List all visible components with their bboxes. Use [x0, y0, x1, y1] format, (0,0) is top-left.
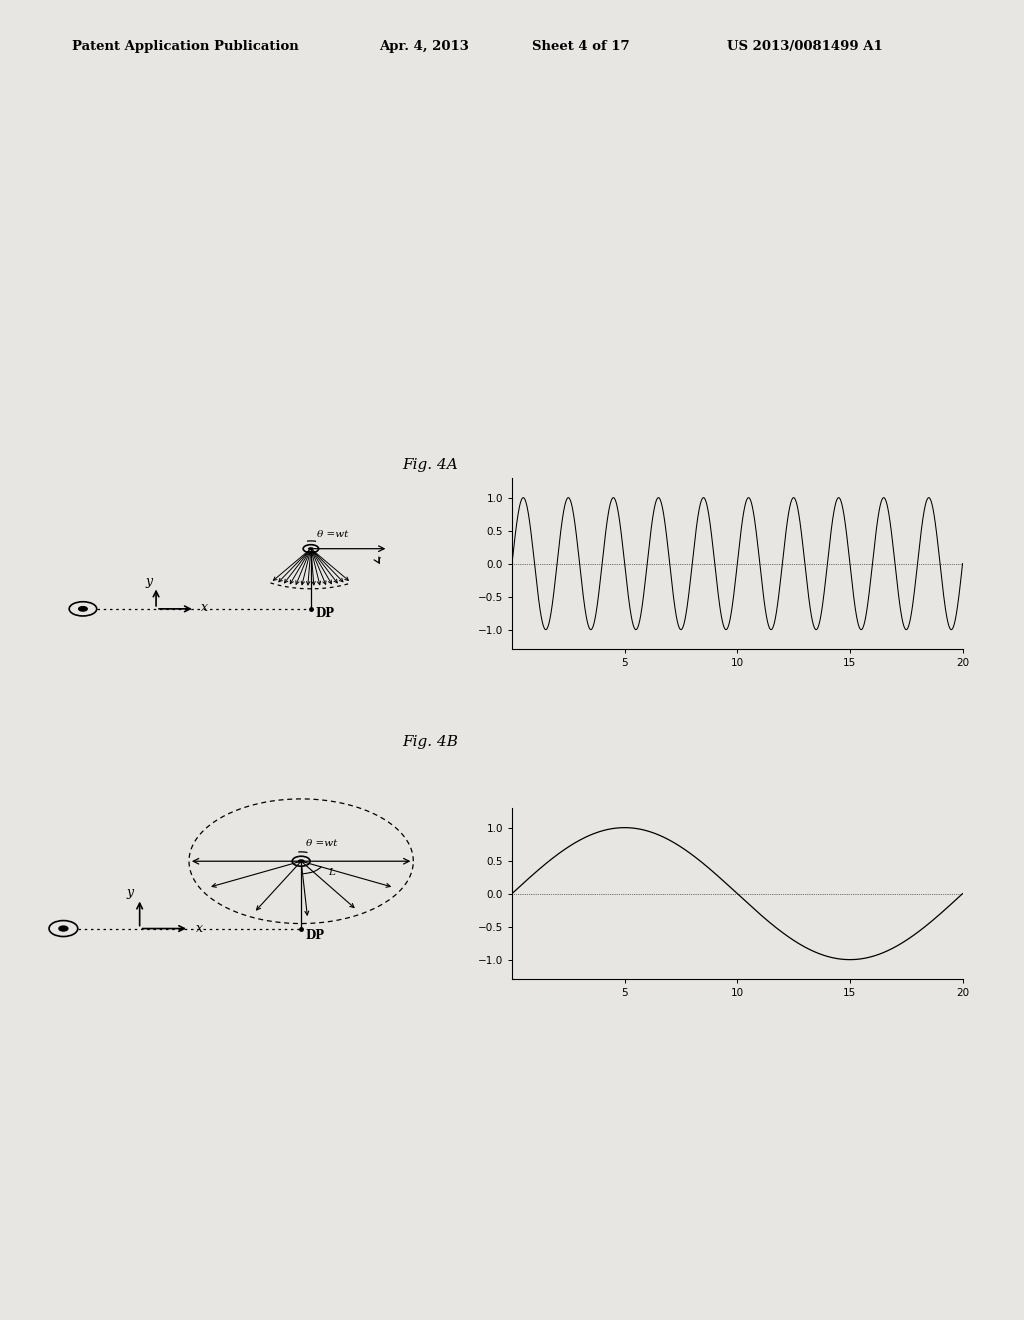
Text: L: L [328, 869, 335, 876]
Text: x: x [196, 923, 203, 936]
Text: y: y [126, 886, 133, 899]
Text: DP: DP [315, 607, 334, 619]
Circle shape [59, 927, 68, 931]
Text: y: y [145, 576, 153, 589]
Text: x: x [201, 601, 208, 614]
Text: Fig. 4B: Fig. 4B [402, 735, 458, 748]
Text: US 2013/0081499 A1: US 2013/0081499 A1 [727, 40, 883, 53]
Text: Apr. 4, 2013: Apr. 4, 2013 [379, 40, 469, 53]
Text: DP: DP [305, 928, 325, 941]
Text: θ =wt: θ =wt [317, 531, 348, 539]
Circle shape [298, 859, 305, 863]
Circle shape [79, 607, 87, 611]
Text: θ =wt: θ =wt [305, 840, 337, 849]
Text: Fig. 4A: Fig. 4A [402, 458, 458, 471]
Text: Sheet 4 of 17: Sheet 4 of 17 [532, 40, 630, 53]
Text: Patent Application Publication: Patent Application Publication [72, 40, 298, 53]
Circle shape [308, 548, 314, 550]
